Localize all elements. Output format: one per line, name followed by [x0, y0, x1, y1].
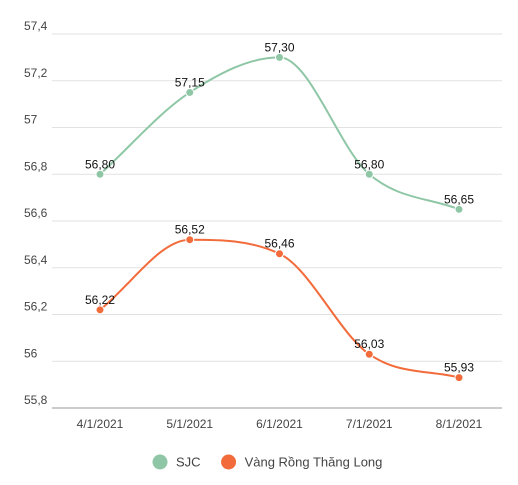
data-point [454, 204, 464, 214]
x-tick-label: 6/1/2021 [256, 417, 303, 431]
y-tick-label: 57,4 [24, 19, 48, 33]
x-tick-label: 7/1/2021 [346, 417, 393, 431]
data-point [185, 235, 195, 245]
y-tick-label: 56,8 [24, 159, 48, 173]
y-tick-label: 56,4 [24, 253, 48, 267]
series [95, 52, 464, 383]
legend: SJC Vàng Rồng Thăng Long [152, 454, 383, 470]
grid [52, 33, 502, 409]
data-label: 56,52 [175, 223, 205, 237]
y-tick-label: 56,2 [24, 300, 48, 314]
legend-label: Vàng Rồng Thăng Long [245, 455, 383, 470]
data-label: 57,30 [264, 40, 294, 54]
data-label: 56,65 [444, 192, 474, 206]
data-point [275, 52, 284, 62]
data-label: 56,22 [85, 293, 115, 307]
data-label: 55,93 [444, 361, 474, 375]
y-tick-label: 56,6 [24, 206, 48, 220]
y-axis-ticks: 55,8 56 56,2 56,4 56,6 56,8 57 57,2 57,4 [24, 19, 48, 407]
y-tick-label: 56 [24, 346, 38, 360]
data-point [364, 349, 374, 359]
data-point [185, 87, 195, 97]
series-line-1 [99, 56, 460, 211]
data-label: 56,03 [354, 337, 384, 351]
legend-label: SJC [176, 455, 201, 470]
y-tick-label: 55,8 [24, 393, 48, 407]
y-tick-label: 57,2 [24, 66, 48, 80]
data-label: 56,46 [264, 237, 294, 251]
x-tick-label: 8/1/2021 [436, 417, 483, 431]
series-line-2 [99, 238, 460, 379]
legend-marker [221, 454, 237, 470]
data-point [454, 373, 464, 383]
x-axis-ticks: 4/1/2021 5/1/2021 6/1/2021 7/1/2021 8/1/2021 [77, 417, 483, 431]
data-point [364, 169, 374, 179]
x-tick-label: 5/1/2021 [166, 417, 213, 431]
data-labels: 56,80 57,15 57,30 56,80 56,65 56,22 56,52 56,46… [85, 40, 474, 374]
data-point [95, 169, 105, 179]
data-label: 57,15 [175, 75, 205, 89]
legend-marker [152, 454, 168, 470]
x-tick-label: 4/1/2021 [77, 417, 124, 431]
y-tick-label: 57 [24, 113, 38, 127]
data-point [95, 305, 105, 315]
data-label: 56,80 [85, 157, 115, 171]
data-point [275, 249, 284, 259]
data-label: 56,80 [354, 157, 384, 171]
